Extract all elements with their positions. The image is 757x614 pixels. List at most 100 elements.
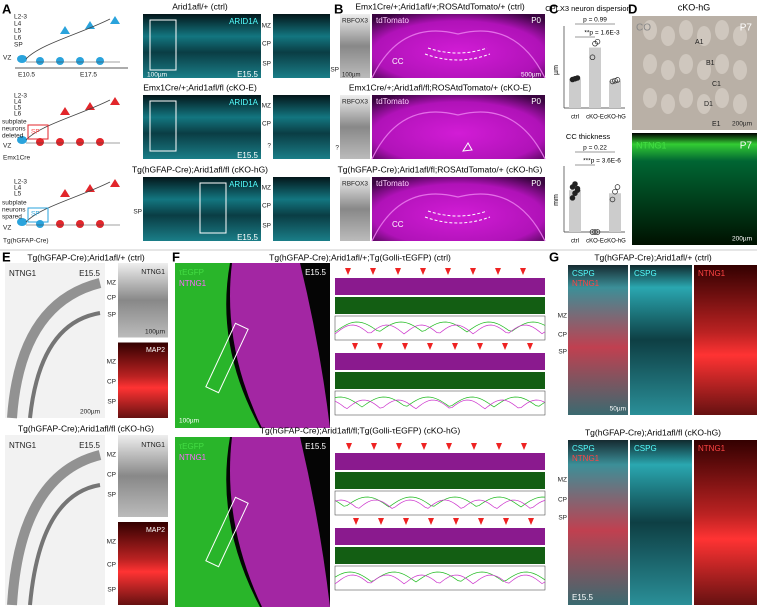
label: MZ bbox=[107, 359, 116, 366]
label: NTNG1 bbox=[9, 441, 37, 450]
data-point bbox=[614, 184, 621, 190]
open-arrowhead bbox=[462, 142, 473, 152]
arrowhead bbox=[371, 443, 377, 450]
neuron bbox=[36, 57, 44, 65]
label: MZ bbox=[107, 280, 116, 287]
label: CP bbox=[107, 379, 116, 386]
barrel bbox=[661, 60, 675, 80]
label: subplate bbox=[2, 200, 27, 207]
label: E15.5 bbox=[237, 233, 258, 242]
label: MZ bbox=[558, 313, 567, 320]
label: L2-3 bbox=[14, 93, 27, 100]
spared-box bbox=[27, 207, 49, 223]
ntng1-strip bbox=[335, 528, 545, 545]
brain-outline bbox=[371, 111, 546, 160]
cortex-band bbox=[28, 311, 101, 419]
data-point bbox=[572, 181, 578, 187]
arrowhead bbox=[402, 343, 408, 350]
label: SP bbox=[31, 129, 40, 136]
barrel bbox=[697, 26, 711, 46]
label: cKO-E bbox=[586, 115, 604, 121]
label: ? bbox=[267, 143, 271, 150]
arrowhead bbox=[453, 518, 459, 525]
arrowhead bbox=[445, 268, 451, 275]
label: p = 0.22 bbox=[583, 145, 607, 152]
label: CO bbox=[636, 23, 651, 34]
cc-dashes bbox=[424, 47, 491, 61]
label: E15.5 bbox=[237, 70, 258, 79]
label: 100µm bbox=[342, 73, 360, 79]
label: C bbox=[549, 1, 559, 16]
lineage-arrows bbox=[25, 18, 111, 60]
cc-dashes bbox=[424, 210, 491, 224]
label: L5 bbox=[14, 105, 22, 112]
label: F bbox=[172, 249, 180, 264]
barrel bbox=[715, 20, 729, 40]
data-point bbox=[569, 195, 576, 201]
label: µm bbox=[553, 65, 560, 75]
egfp-strip bbox=[335, 372, 545, 389]
label: Tg(hGFAP-Cre);Arid1afl/+ (ctrl) bbox=[594, 252, 712, 262]
label: MAP2 bbox=[146, 347, 165, 354]
label: A bbox=[2, 1, 12, 16]
data-point bbox=[614, 77, 621, 83]
label: B bbox=[334, 1, 343, 16]
label: CC bbox=[392, 220, 404, 229]
label: NTNG1 bbox=[141, 269, 165, 276]
ntng1-trace bbox=[334, 399, 546, 410]
label: Tg(hGFAP-Cre);Arid1afl/fl (cKO-hG) bbox=[18, 423, 154, 433]
label: VZ bbox=[3, 55, 11, 62]
data-point bbox=[594, 229, 601, 235]
label: NTNG1 bbox=[636, 140, 667, 150]
label: ctrl bbox=[571, 115, 579, 121]
neuron bbox=[56, 138, 64, 146]
neuron bbox=[60, 189, 70, 197]
label: Tg(hGFAP-Cre);Arid1afl/fl (cKO-hG) bbox=[585, 427, 721, 437]
label: Tg(hGFAP-Cre);Arid1afl/fl (cKO-hG) bbox=[132, 164, 268, 174]
label: NTNG1 bbox=[179, 453, 207, 462]
neuron bbox=[110, 179, 120, 187]
barrel bbox=[715, 54, 729, 74]
data-point bbox=[612, 188, 618, 195]
label: E10.5 bbox=[18, 72, 35, 79]
barrel bbox=[643, 54, 657, 74]
ntng1-strip bbox=[335, 353, 545, 370]
micrograph-zoom bbox=[273, 177, 330, 241]
label: NTNG1 bbox=[572, 454, 600, 463]
label: τEGFP bbox=[179, 268, 204, 277]
label: deleted bbox=[2, 133, 24, 140]
label: spared bbox=[2, 214, 22, 221]
tdtomato-image bbox=[372, 14, 545, 78]
label: tdTomato bbox=[376, 179, 409, 188]
label: L4 bbox=[14, 99, 22, 106]
barrel bbox=[661, 94, 675, 114]
label: CSPG bbox=[634, 269, 657, 278]
bar bbox=[609, 193, 621, 232]
arrowhead bbox=[496, 443, 502, 450]
label: CSPG bbox=[572, 269, 595, 278]
rbfox3-image bbox=[340, 177, 370, 241]
merge-strip bbox=[568, 265, 628, 415]
egfp-trace bbox=[334, 321, 546, 333]
label: Tg(hGFAP-Cre);Arid1afl/fl;ROSAtdTomato/+… bbox=[338, 164, 543, 174]
barrel bbox=[679, 20, 693, 40]
label: L6 bbox=[14, 111, 22, 118]
arrowhead bbox=[503, 518, 509, 525]
label: SP bbox=[107, 492, 116, 499]
label: SP bbox=[558, 515, 567, 522]
label: CP bbox=[262, 121, 271, 128]
label: SP bbox=[107, 312, 116, 319]
egfp-strip bbox=[335, 547, 545, 564]
barrel bbox=[661, 26, 675, 46]
data-point bbox=[574, 75, 581, 81]
label: P0 bbox=[531, 97, 541, 106]
egfp-band bbox=[175, 437, 260, 607]
label: MZ bbox=[262, 103, 271, 110]
label: CC thickness bbox=[566, 132, 610, 141]
label: SP bbox=[133, 209, 142, 216]
ntng1-trace bbox=[334, 574, 546, 585]
label: p = 0.99 bbox=[583, 17, 607, 24]
micrograph bbox=[143, 14, 261, 78]
label: cKO-hG bbox=[604, 239, 626, 245]
